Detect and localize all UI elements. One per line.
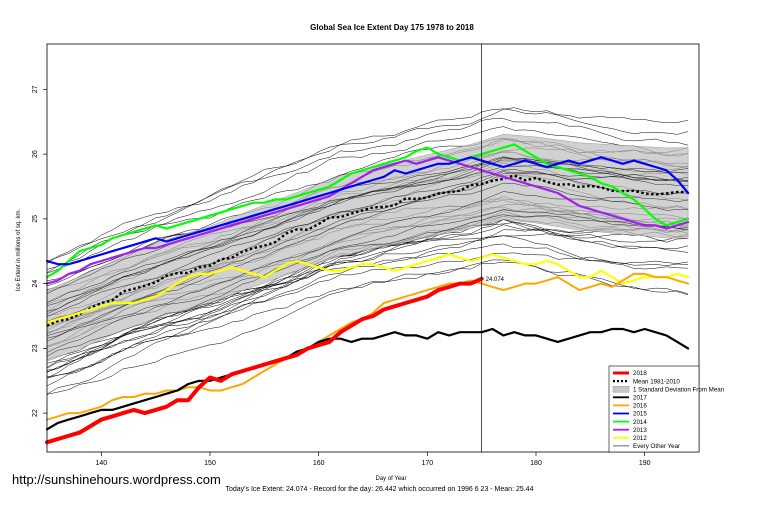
other-year-line	[46, 157, 689, 315]
current-value-label: 24.074	[486, 277, 505, 283]
x-tick-label: 140	[95, 460, 107, 467]
legend-label: 2016	[633, 403, 647, 410]
legend-label: 1 Standard Deviation From Mean	[633, 386, 725, 393]
legend-label: 2014	[633, 419, 647, 426]
other-year-line	[46, 118, 689, 262]
x-tick-label: 170	[421, 460, 433, 467]
series-line-2017	[45, 327, 690, 431]
y-axis-label: Ice Extent in millions of sq. km.	[16, 208, 22, 291]
y-tick-label: 25	[32, 215, 39, 223]
other-year-line	[46, 214, 689, 357]
legend-label: 2018	[633, 370, 647, 377]
other-year-line	[46, 224, 689, 369]
other-year-line	[46, 107, 689, 264]
y-tick-label: 27	[32, 85, 39, 93]
legend-label: 2015	[633, 411, 647, 418]
x-tick-label: 160	[313, 460, 325, 467]
legend-swatch	[612, 386, 630, 393]
footer-stats: Today's Ice Extent: 24.074 - Record for …	[225, 486, 534, 493]
other-year-line	[46, 172, 689, 336]
other-year-line	[46, 159, 689, 303]
other-year-line	[46, 252, 689, 379]
y-tick-label: 24	[32, 280, 39, 288]
other-year-line	[46, 233, 689, 373]
other-year-line	[46, 157, 689, 294]
other-year-line	[46, 209, 689, 353]
legend-label: Mean 1981-2010	[633, 378, 680, 385]
series-line-2012	[45, 253, 690, 324]
mean-line	[46, 174, 689, 327]
chart-title: Global Sea Ice Extent Day 175 1978 to 20…	[310, 23, 474, 32]
x-tick-label: 150	[204, 460, 216, 467]
x-tick-label: 190	[639, 460, 651, 467]
sd-band	[46, 133, 689, 362]
other-year-line	[46, 259, 689, 395]
other-year-line	[46, 191, 689, 342]
other-year-line	[46, 182, 689, 339]
plot-area: 24.074 140 150 160 170 180 190 22 23 24 25 26 27 2018…	[32, 43, 725, 467]
y-tick-label: 26	[32, 150, 39, 158]
legend-label: 2013	[633, 427, 647, 434]
other-year-line	[46, 165, 689, 306]
series-line-2018	[45, 276, 484, 445]
other-year-line	[46, 219, 689, 395]
plot-frame	[46, 43, 700, 453]
legend-label: Every Other Year	[633, 443, 680, 450]
x-tick-label: 180	[530, 460, 542, 467]
other-year-line	[46, 168, 689, 322]
legend-label: 2012	[633, 435, 647, 442]
y-tick-label: 22	[32, 409, 39, 417]
legend-label: 2017	[633, 395, 647, 402]
other-year-line	[46, 171, 689, 317]
other-year-line	[46, 228, 689, 360]
other-year-line	[46, 126, 689, 274]
watermark-url[interactable]: http://sunshinehours.wordpress.com	[12, 472, 221, 487]
other-year-line	[46, 108, 689, 270]
series-line-2013	[45, 156, 690, 285]
y-tick-label: 23	[32, 344, 39, 352]
series-line-2015	[45, 156, 690, 266]
x-axis-label: Day of Year	[375, 476, 406, 482]
series-line-2014	[45, 143, 690, 279]
